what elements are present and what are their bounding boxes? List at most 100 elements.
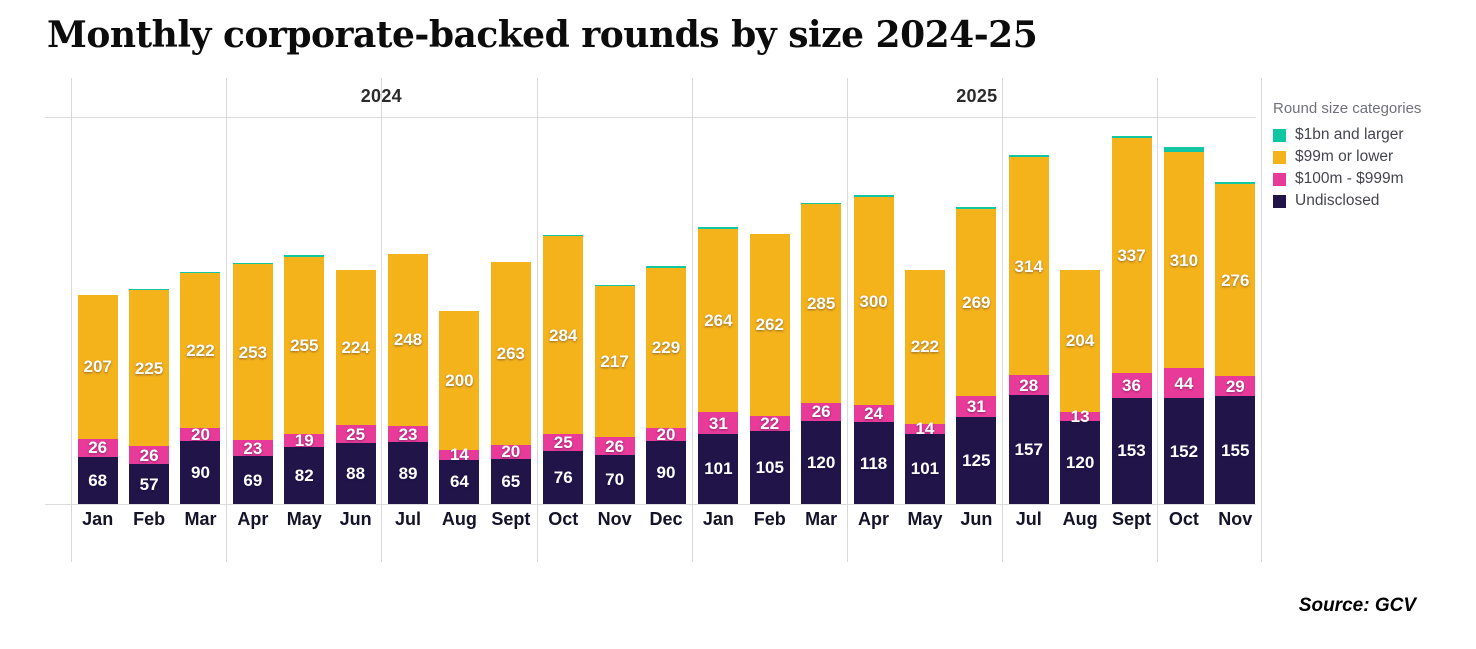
bar-segment-m100-999[interactable]: 23 [232,440,273,457]
bar-segment-bn1-est[interactable] [129,288,170,290]
bar-segment-undisclosed[interactable]: 155 [1215,396,1256,504]
bar-segment-undisclosed[interactable]: 57 [129,464,170,504]
bar-segment-undisclosed[interactable]: 82 [284,447,325,504]
bar-segment-bn1-est[interactable] [1008,155,1049,158]
bar-segment-m99-lower[interactable]: 264 [698,228,739,413]
bar-segment-undisclosed[interactable]: 64 [439,459,480,504]
bar-2024-jul[interactable]: 248 23 89 [388,253,429,504]
bar-segment-undisclosed[interactable]: 120 [1060,420,1101,504]
bar-2024-dec[interactable]: 229 20 90 [645,266,686,504]
bar-segment-m99-lower[interactable]: 248 [388,253,429,427]
bar-segment-m100-999[interactable]: 31 [956,395,997,418]
bar-segment-m100-999[interactable]: 44 [1163,367,1204,399]
bar-segment-m99-lower[interactable]: 222 [904,269,945,425]
bar-segment-undisclosed[interactable]: 89 [388,442,429,504]
bar-2024-apr[interactable]: 253 23 69 [232,262,273,504]
bar-segment-undisclosed[interactable]: 118 [853,422,894,504]
bar-segment-m99-lower[interactable]: 269 [956,208,997,396]
bar-2024-jan[interactable]: 207 26 68 [77,294,118,504]
bar-segment-m100-999[interactable]: 19 [284,432,325,449]
bar-2024-oct[interactable]: 284 25 76 [543,235,584,504]
legend-item-undisclosed[interactable]: Undisclosed [1273,190,1421,212]
bar-segment-m99-lower[interactable]: 200 [439,310,480,450]
bar-segment-m100-999[interactable]: 14 [904,420,945,437]
bar-2024-sept[interactable]: 263 20 65 [490,262,531,504]
bar-segment-bn1-est[interactable] [1215,182,1256,185]
bar-segment-undisclosed[interactable]: 68 [77,456,118,504]
bar-segment-bn1-est[interactable] [232,262,273,265]
bar-segment-undisclosed[interactable]: 65 [490,458,531,504]
bar-segment-m99-lower[interactable]: 204 [1060,269,1101,412]
bar-segment-m99-lower[interactable]: 217 [594,286,635,438]
bar-segment-m100-999[interactable]: 24 [853,405,894,422]
bar-2024-aug[interactable]: 200 14 64 [439,310,480,504]
bar-segment-m99-lower[interactable]: 262 [749,233,790,416]
bar-segment-bn1-est[interactable] [698,227,739,229]
bar-segment-bn1-est[interactable] [1111,136,1152,139]
bar-segment-m99-lower[interactable]: 285 [801,204,842,403]
legend-item-m100-999[interactable]: $100m - $999m [1273,168,1421,190]
bar-segment-m99-lower[interactable]: 263 [490,262,531,445]
bar-segment-undisclosed[interactable]: 152 [1163,398,1204,504]
bar-segment-m99-lower[interactable]: 222 [180,273,221,428]
bar-2025-may[interactable]: 222 14 101 [904,269,945,504]
bar-segment-undisclosed[interactable]: 101 [904,433,945,504]
bar-segment-undisclosed[interactable]: 105 [749,431,790,504]
bar-segment-bn1-est[interactable] [543,235,584,237]
bar-segment-m100-999[interactable]: 25 [543,433,584,452]
bar-segment-m99-lower[interactable]: 337 [1111,138,1152,373]
bar-segment-m99-lower[interactable]: 276 [1215,184,1256,377]
bar-2025-jan[interactable]: 264 31 101 [698,227,739,504]
bar-segment-undisclosed[interactable]: 125 [956,417,997,504]
bar-2024-feb[interactable]: 225 26 57 [129,288,170,504]
bar-2025-oct[interactable]: 310 44 152 [1163,146,1204,504]
bar-segment-m99-lower[interactable]: 229 [645,268,686,428]
bar-segment-m100-999[interactable]: 26 [129,446,170,465]
bar-segment-m100-999[interactable]: 29 [1215,376,1256,397]
bar-segment-m100-999[interactable]: 26 [594,437,635,456]
bar-segment-undisclosed[interactable]: 120 [801,420,842,504]
bar-segment-bn1-est[interactable] [801,203,842,205]
bar-2025-mar[interactable]: 285 26 120 [801,203,842,504]
bar-segment-undisclosed[interactable]: 157 [1008,394,1049,504]
bar-segment-m100-999[interactable]: 25 [335,425,376,443]
bar-segment-m100-999[interactable]: 26 [801,402,842,421]
bar-segment-bn1-est[interactable] [1163,146,1204,153]
bar-2025-aug[interactable]: 204 13 120 [1060,269,1101,504]
bar-2024-mar[interactable]: 222 20 90 [180,271,221,504]
bar-segment-m100-999[interactable]: 13 [1060,408,1101,425]
bar-2025-nov[interactable]: 276 29 155 [1215,182,1256,504]
bar-segment-m100-999[interactable]: 23 [388,426,429,443]
bar-2025-feb[interactable]: 262 22 105 [749,233,790,504]
bar-segment-undisclosed[interactable]: 76 [543,451,584,504]
bar-segment-m100-999[interactable]: 22 [749,415,790,432]
bar-segment-bn1-est[interactable] [853,194,894,197]
bar-segment-bn1-est[interactable] [594,285,635,287]
bar-2024-jun[interactable]: 224 25 88 [335,269,376,504]
bar-segment-m100-999[interactable]: 26 [77,438,118,457]
bar-segment-m99-lower[interactable]: 207 [77,294,118,439]
bar-segment-bn1-est[interactable] [180,271,221,274]
bar-segment-m99-lower[interactable]: 225 [129,289,170,447]
bar-segment-m100-999[interactable]: 20 [180,426,221,443]
bar-2025-jun[interactable]: 269 31 125 [956,206,997,504]
bar-segment-undisclosed[interactable]: 90 [180,441,221,504]
bar-segment-m99-lower[interactable]: 310 [1163,152,1204,368]
bar-segment-undisclosed[interactable]: 88 [335,442,376,504]
bar-segment-undisclosed[interactable]: 101 [698,433,739,504]
bar-segment-m99-lower[interactable]: 314 [1008,157,1049,376]
bar-segment-undisclosed[interactable]: 90 [645,441,686,504]
bar-2025-sept[interactable]: 337 36 153 [1111,136,1152,504]
legend-item-bn1-est[interactable]: $1bn and larger [1273,124,1421,146]
bar-segment-m99-lower[interactable]: 224 [335,269,376,426]
bar-2024-nov[interactable]: 217 26 70 [594,285,635,504]
bar-2025-jul[interactable]: 314 28 157 [1008,155,1049,504]
bar-2024-may[interactable]: 255 19 82 [284,254,325,504]
legend-item-m99-lower[interactable]: $99m or lower [1273,146,1421,168]
bar-segment-m100-999[interactable]: 31 [698,412,739,434]
bar-segment-undisclosed[interactable]: 153 [1111,397,1152,504]
bar-segment-m99-lower[interactable]: 284 [543,236,584,434]
bar-segment-bn1-est[interactable] [645,266,686,269]
bar-segment-m100-999[interactable]: 20 [645,426,686,443]
bar-segment-bn1-est[interactable] [956,206,997,209]
